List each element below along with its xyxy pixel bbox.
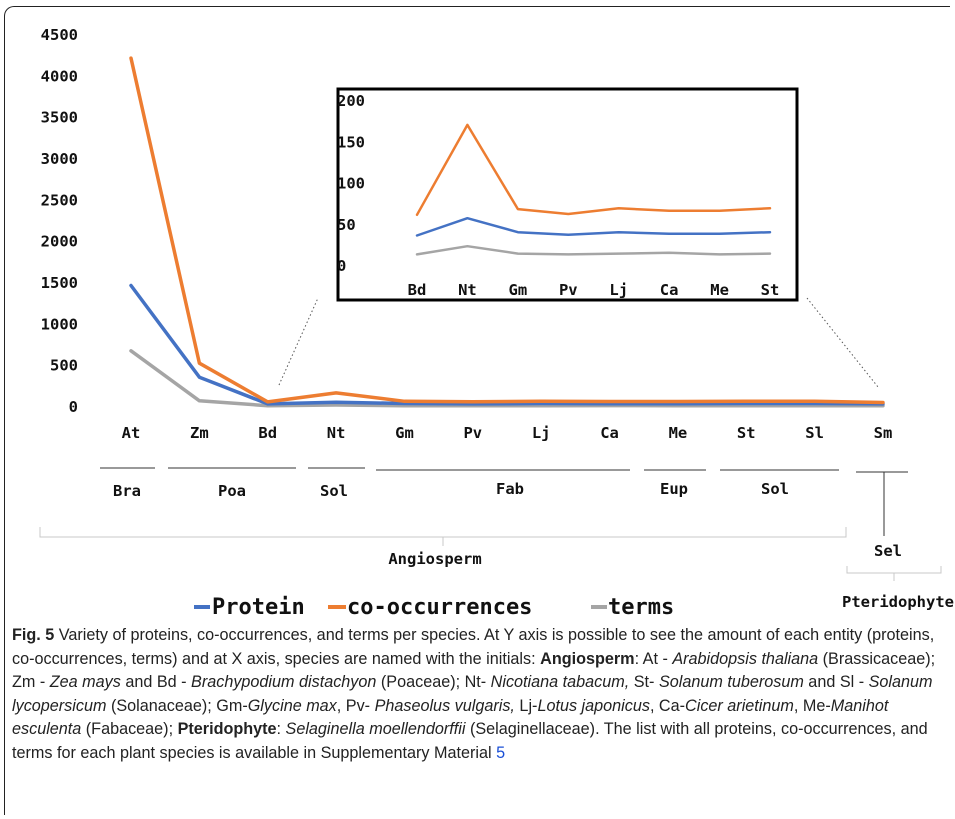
caption-species: Brachypodium distachyon [191,673,377,691]
caption-text: (Solanaceae); Gm- [106,696,248,715]
family-label-bra: Bra [113,482,141,500]
inset-panel [336,87,799,302]
main-xtick-label: St [737,424,756,442]
caption-species: Arabidopsis thaliana [672,649,819,668]
caption-text: Lj- [514,696,538,715]
caption-text: (Poaceae); Nt- [376,673,491,691]
main-ytick-label: 0 [69,398,78,416]
main-xtick-label: Ca [600,424,619,442]
caption-species: Glycine max [247,696,337,715]
family-label-sel: Sel [874,542,902,560]
caption-species: Zea mays [49,673,121,691]
figure-frame [4,6,950,815]
inset-ytick-label: 0 [337,257,346,275]
inset-series-line [415,216,772,237]
inset-xtick-label: Me [710,281,729,299]
chart-legend: Protein co-occurrences terms [194,595,674,620]
main-ytick-label: 2000 [41,233,78,251]
caption-pteridophyte: Pteridophyte [177,720,277,738]
inset-xtick-label: Lj [609,281,628,299]
caption-species: Nicotiana tabacum, [490,673,630,691]
main-series-line [129,56,885,405]
inset-ytick-label: 50 [337,216,356,234]
family-label-eup: Eup [660,480,688,498]
main-xtick-label: Me [669,424,688,442]
main-xtick-label: Gm [395,424,414,442]
main-ytick-label: 500 [50,357,78,375]
inset-ytick-label: 150 [337,133,365,151]
main-xtick-label: Pv [463,424,482,442]
caption-text: (Brassicaceae); Zm - [12,649,936,692]
inset-series-line [415,244,772,256]
main-xtick-label: Lj [532,424,551,442]
main-series-line [129,283,885,406]
caption-species: Solanum lycopersicum [12,673,933,715]
caption-text: and Sl - [803,673,869,691]
legend-label-cooc: co-occurrences [347,595,532,620]
caption-label: Fig. 5 [12,626,55,644]
main-ytick-label: 4500 [41,26,78,44]
inset-connector-left [278,297,319,386]
inset-xtick-label: Bd [408,281,427,299]
inset-xtick-label: St [761,281,780,299]
inset-series-line [415,123,772,217]
caption-species: Solanum tuberosum [658,673,804,691]
caption-species: Manihot esculenta [12,696,889,739]
main-ytick-label: 4000 [41,67,78,85]
main-ytick-label: 1500 [41,274,78,292]
caption-text: (Fabaceae); [81,720,178,738]
angiosperm-bracket [39,527,847,538]
inset-connector-right [806,297,879,388]
inset-xtick-label: Gm [509,281,528,299]
family-group-lines [100,467,908,536]
main-xtick-label: At [122,424,141,442]
family-label-sol-1: Sol [320,482,348,500]
main-ytick-label: 3500 [41,109,78,127]
inset-xtick-label: Pv [559,281,578,299]
caption-text: : [276,720,286,738]
main-series-line [129,349,885,408]
clade-label-angiosperm: Angiosperm [388,550,481,568]
caption-text: , Pv- [336,696,375,715]
main-xtick-label: Bd [258,424,277,442]
caption-text: Variety of proteins, co-occurrences, and… [12,626,935,668]
main-ytick-label: 2500 [41,191,78,209]
caption-text: St- [629,673,659,691]
inset-ytick-label: 100 [337,175,365,193]
family-label-poa: Poa [218,482,246,500]
caption-angiosperm: Angiosperm [540,649,635,668]
supplementary-material-link[interactable]: 5 [496,743,506,762]
family-label-sol-2: Sol [761,480,789,498]
inset-xtick-label: Nt [458,281,477,299]
caption-species: Cicer arietinum [685,696,794,715]
inset-xtick-label: Ca [660,281,679,299]
caption-text: and Bd - [120,673,192,691]
legend-label-protein: Protein [212,595,305,620]
main-xtick-label: Zm [190,424,209,442]
main-xtick-label: Sm [874,424,893,442]
main-ytick-label: 1000 [41,315,78,333]
main-xtick-label: Sl [805,424,824,442]
caption-species: Selaginella moellendorffii [285,720,466,738]
caption-text: , Me- [793,696,831,715]
inset-ytick-label: 200 [337,92,365,110]
main-xtick-label: Nt [327,424,346,442]
caption-text: , Ca- [649,696,686,715]
caption-text: : At - [634,649,673,668]
legend-label-terms: terms [608,595,674,620]
caption-species: Lotus japonicus [537,696,650,715]
caption-species: Phaseolus vulgaris, [374,696,515,715]
clade-label-pteridophyte: Pteridophyte [842,593,954,611]
figure-caption: Fig. 5 Variety of proteins, co-occurrenc… [12,624,942,765]
main-ytick-label: 3000 [41,150,78,168]
caption-text: (Selaginellaceae). The list with all pro… [12,720,928,762]
family-label-fab: Fab [496,480,524,498]
pteridophyte-bracket [846,566,942,574]
